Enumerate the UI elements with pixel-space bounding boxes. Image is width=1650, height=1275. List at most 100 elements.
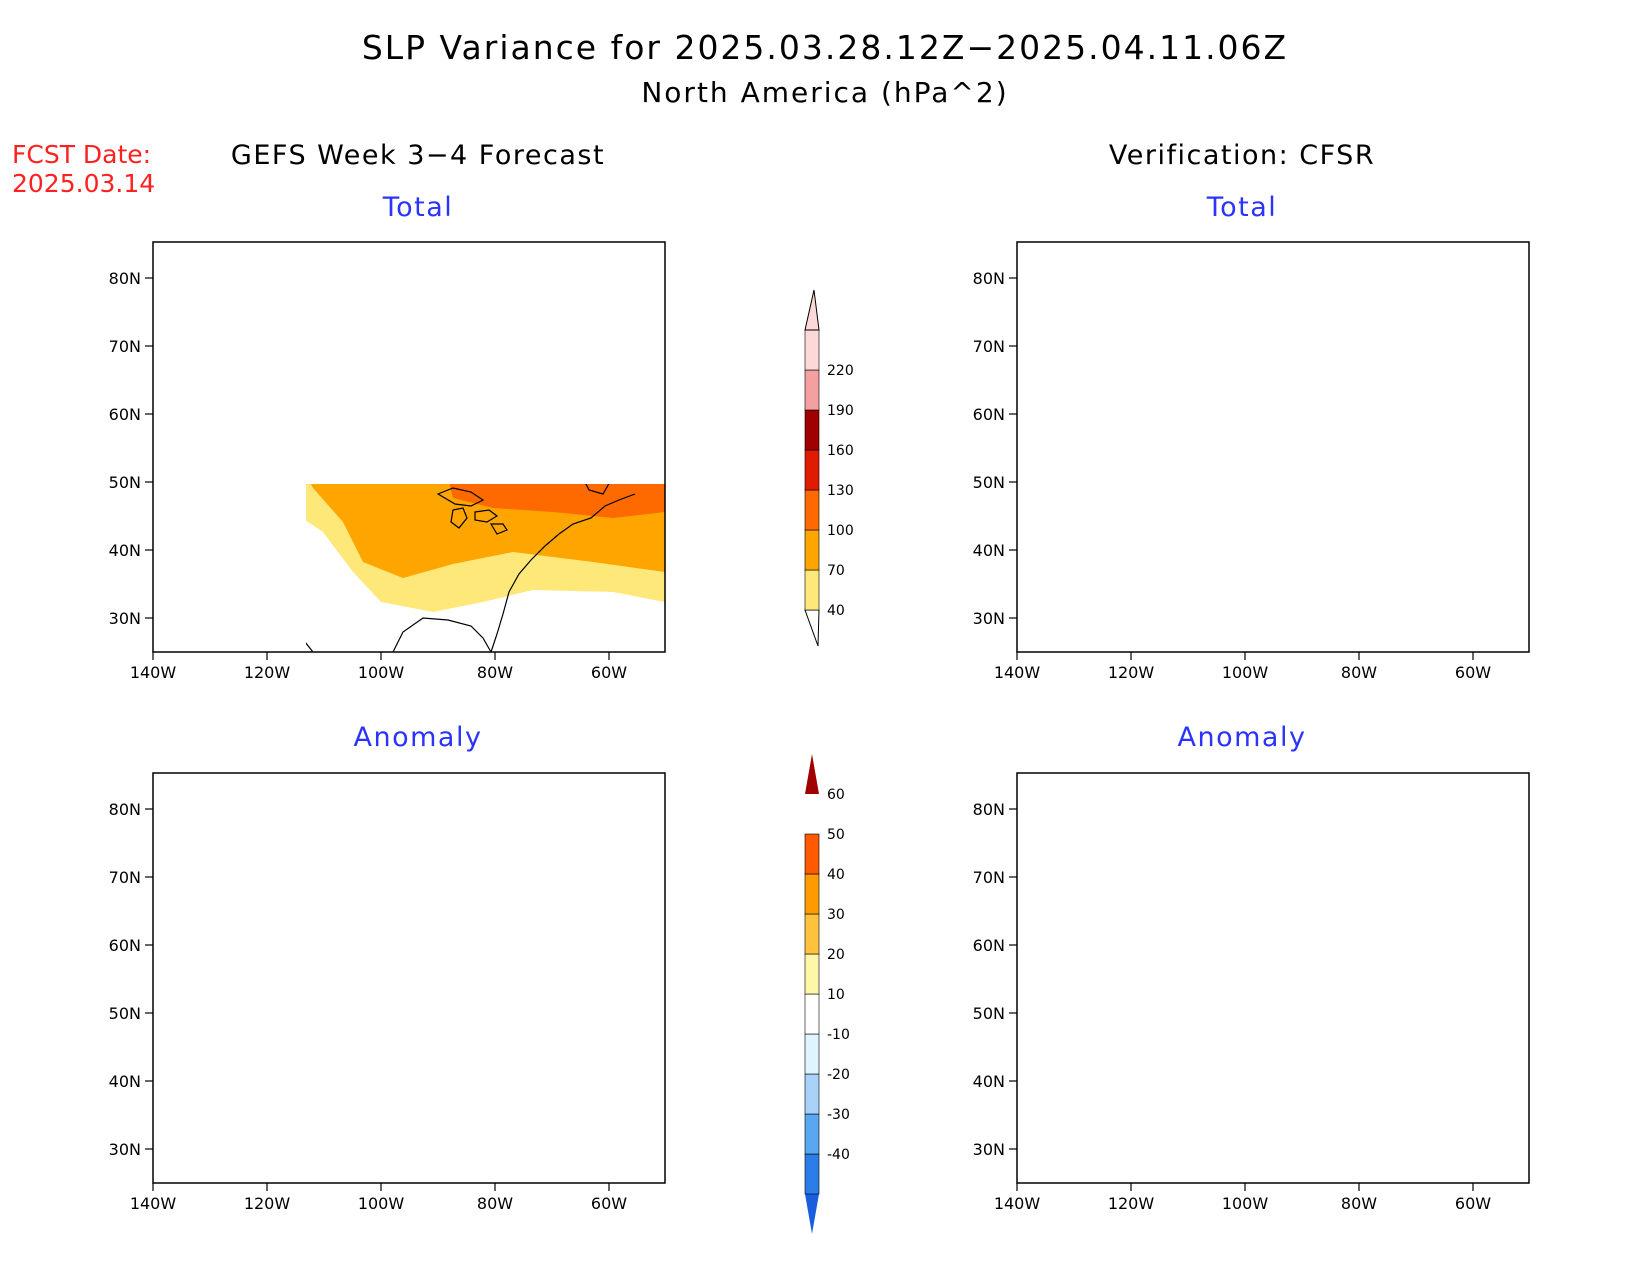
- lat-label: 80N: [973, 800, 1005, 819]
- verification-anomaly-title: Anomaly: [1177, 722, 1307, 753]
- fcst-date-value: 2025.03.14: [12, 169, 156, 198]
- lat-label: 60N: [109, 405, 141, 424]
- verification-anomaly-map: [1017, 773, 1529, 1183]
- colorbar-segment: [804, 529, 820, 571]
- lon-label: 80W: [477, 1194, 513, 1213]
- lat-label: 60N: [973, 936, 1005, 955]
- lat-label: 80N: [109, 269, 141, 288]
- lon-label: 100W: [1222, 663, 1269, 682]
- lon-label: 100W: [358, 663, 405, 682]
- lon-label: 60W: [1455, 663, 1491, 682]
- lon-label: 140W: [130, 1194, 177, 1213]
- verification-total-map: [1017, 242, 1529, 652]
- fcst-date-label: FCST Date:: [12, 140, 152, 169]
- colorbar-segment: [804, 369, 820, 411]
- lat-label: 80N: [109, 800, 141, 819]
- colorbar-label: 130: [827, 483, 854, 499]
- colorbar-segment: [804, 873, 820, 915]
- lon-label: 80W: [477, 663, 513, 682]
- colorbar-segment: [804, 993, 820, 1035]
- colorbar-label: 160: [827, 443, 854, 459]
- colorbar-high-end: [804, 289, 820, 331]
- lon-label: 140W: [130, 663, 177, 682]
- colorbar-label: 50: [827, 827, 845, 843]
- colorbar-segment: [804, 1113, 820, 1155]
- lon-label: 120W: [1108, 663, 1155, 682]
- colorbar-label: 60: [827, 787, 845, 803]
- lat-label: 30N: [109, 609, 141, 628]
- lon-label: 140W: [994, 1194, 1041, 1213]
- total-colorbar: 40 70 100 130 160 190 220: [804, 289, 854, 647]
- colorbar-label: -30: [827, 1107, 850, 1123]
- lon-label: 100W: [1222, 1194, 1269, 1213]
- lat-label: 40N: [973, 541, 1005, 560]
- colorbar-segment: [804, 329, 820, 371]
- colorbar-label: -40: [827, 1147, 850, 1163]
- forecast-date-block: FCST Date: 2025.03.14: [12, 140, 155, 198]
- lat-label: 70N: [973, 337, 1005, 356]
- verification-anomaly-frame: [1016, 772, 1530, 1184]
- lat-label: 30N: [973, 609, 1005, 628]
- forecast-column-title: GEFS Week 3−4 Forecast: [230, 140, 606, 171]
- lat-label: 50N: [109, 1004, 141, 1023]
- lon-label: 80W: [1341, 1194, 1377, 1213]
- lon-label: 120W: [244, 1194, 291, 1213]
- forecast-total-map: [306, 484, 665, 653]
- lat-label: 50N: [109, 473, 141, 492]
- lat-label: 70N: [109, 868, 141, 887]
- colorbar-label: 220: [827, 363, 854, 379]
- colorbar-segment: [804, 409, 820, 451]
- colorbar-low-end: [805, 1194, 819, 1234]
- colorbar-label: -20: [827, 1067, 850, 1083]
- forecast-total-frame: [152, 241, 666, 653]
- forecast-anomaly-frame: [152, 772, 666, 1184]
- main-subtitle: North America (hPa^2): [641, 76, 1009, 109]
- lon-label: 120W: [1108, 1194, 1155, 1213]
- lat-label: 40N: [973, 1072, 1005, 1091]
- colorbar-high-end: [805, 754, 819, 794]
- lon-label: 80W: [1341, 663, 1377, 682]
- lat-label: 60N: [973, 405, 1005, 424]
- colorbar-label: 190: [827, 403, 854, 419]
- verification-column-title: Verification: CFSR: [1108, 140, 1376, 171]
- colorbar-segment: [804, 1033, 820, 1075]
- colorbar-segment: [804, 833, 820, 875]
- colorbar-label: 30: [827, 907, 845, 923]
- lat-label: 70N: [109, 337, 141, 356]
- lon-label: 140W: [994, 663, 1041, 682]
- colorbar-segment: [804, 489, 820, 531]
- forecast-anomaly-map: [153, 773, 665, 1183]
- colorbar-segment: [804, 1153, 820, 1195]
- colorbar-segment: [804, 953, 820, 995]
- colorbar-label: 40: [827, 867, 845, 883]
- colorbar-low-end: [804, 609, 820, 647]
- lat-label: 80N: [973, 269, 1005, 288]
- colorbar-label: 70: [827, 563, 845, 579]
- main-title: SLP Variance for 2025.03.28.12Z−2025.04.…: [361, 28, 1289, 67]
- forecast-total-title: Total: [382, 192, 454, 223]
- lat-label: 40N: [109, 541, 141, 560]
- colorbar-segment: [804, 913, 820, 955]
- lat-label: 50N: [973, 473, 1005, 492]
- colorbar-segment: [804, 1073, 820, 1115]
- colorbar-label: 40: [827, 603, 845, 619]
- colorbar-label: 100: [827, 523, 854, 539]
- lat-label: 50N: [973, 1004, 1005, 1023]
- forecast-anomaly-title: Anomaly: [353, 722, 483, 753]
- lat-label: 70N: [973, 868, 1005, 887]
- lat-label: 30N: [973, 1140, 1005, 1159]
- verification-total-frame: [1016, 241, 1530, 653]
- colorbar-segment: [804, 569, 820, 611]
- lon-label: 120W: [244, 663, 291, 682]
- lat-label: 40N: [109, 1072, 141, 1091]
- axis-labels: 80N 70N 60N 50N 40N 30N 140W 120W 100W 80W 60W 80N 7…: [109, 269, 1492, 1213]
- lat-label: 60N: [109, 936, 141, 955]
- anomaly-colorbar: -40 -30 -20 -10 10 20 30 40 50 60: [804, 754, 850, 1234]
- colorbar-label: 20: [827, 947, 845, 963]
- lon-label: 60W: [591, 663, 627, 682]
- colorbar-label: 10: [827, 987, 845, 1003]
- colorbar-segment: [804, 449, 820, 491]
- lon-label: 60W: [1455, 1194, 1491, 1213]
- lat-label: 30N: [109, 1140, 141, 1159]
